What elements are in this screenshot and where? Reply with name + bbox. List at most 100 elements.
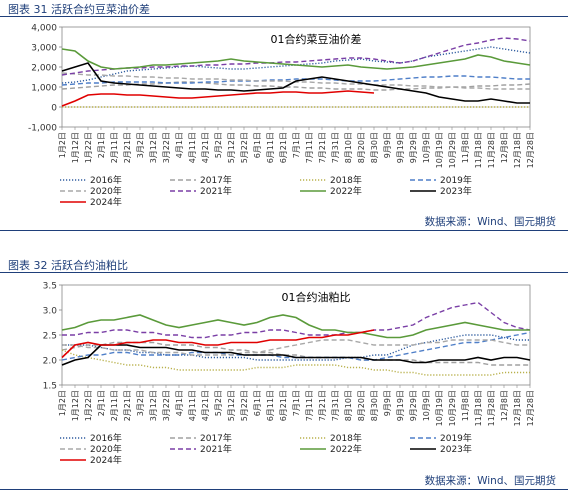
legend-label: 2019年 (440, 432, 472, 444)
x-tick-label: 5月2日 (214, 132, 223, 158)
x-tick-label: 12月28日 (526, 390, 535, 426)
figure-caption-2: 图表 32 活跃合约油粕比 (8, 259, 128, 272)
y-tick-label: 1.5 (43, 382, 57, 392)
x-tick-label: 10月9日 (422, 390, 431, 421)
x-tick-label: 4月1日 (175, 132, 184, 158)
x-tick-label: 11月8日 (461, 390, 470, 421)
x-tick-label: 12月28日 (526, 132, 535, 168)
figure-caption-1: 图表 31 活跃合约豆菜油价差 (8, 3, 150, 16)
legend-label: 2022年 (330, 443, 362, 455)
series-line (61, 75, 530, 86)
y-tick-label: 2.5 (43, 332, 57, 342)
x-tick-label: 12月18日 (513, 390, 522, 426)
section-divider-1 (0, 230, 568, 231)
legend-label: 2018年 (330, 174, 362, 186)
y-tick-label: 2.0 (43, 357, 58, 367)
x-tick-label: 9月29日 (409, 132, 418, 163)
x-tick-label: 2月1日 (97, 132, 106, 158)
x-tick-label: 6月11日 (266, 390, 275, 421)
legend-label: 2018年 (330, 432, 362, 444)
x-tick-label: 12月18日 (513, 132, 522, 168)
x-tick-label: 8月30日 (370, 390, 379, 421)
x-tick-label: 11月8日 (461, 132, 470, 163)
x-tick-label: 7月11日 (305, 390, 314, 421)
series-line (61, 46, 531, 84)
x-tick-label: 6月1日 (253, 132, 262, 158)
x-tick-label: 2月11日 (110, 390, 119, 421)
legend-label: 2016年 (90, 432, 122, 444)
x-tick-label: 1月12日 (71, 390, 80, 421)
section-divider-2 (0, 489, 568, 490)
x-tick-label: 10月29日 (448, 132, 457, 168)
x-tick-label: 2月1日 (97, 390, 106, 416)
x-tick-label: 1月12日 (71, 132, 80, 163)
legend-label: 2021年 (200, 443, 232, 455)
series-line (61, 48, 531, 70)
x-tick-label: 8月30日 (370, 132, 379, 163)
y-tick-label: -1,000 (28, 124, 57, 134)
y-tick-label: 2,000 (31, 64, 57, 74)
series-line (61, 90, 375, 107)
legend-label: 2017年 (200, 432, 232, 444)
y-tick-label: 3.5 (43, 282, 57, 292)
x-tick-label: 7月1日 (292, 390, 301, 416)
x-tick-label: 5月2日 (214, 390, 223, 416)
data-source-1: 数据来源：Wind、国元期货 (424, 216, 556, 228)
legend-label: 2024年 (90, 454, 122, 466)
x-tick-label: 11月18日 (474, 390, 483, 426)
series-line (61, 62, 530, 104)
x-tick-label: 8月20日 (357, 132, 366, 163)
legend-label: 2019年 (440, 174, 472, 186)
chart-spread: -1,000 0 1,000 2,000 3,000 4,000 1月2日 1月12日 1月22… (28, 24, 535, 209)
series-line (61, 329, 375, 359)
x-tick-label: 4月11日 (188, 132, 197, 163)
legend-label: 2021年 (200, 185, 232, 197)
x-tick-label: 5月22日 (240, 390, 249, 421)
legend-label: 2016年 (90, 174, 122, 186)
x-tick-label: 5月22日 (240, 132, 249, 163)
x-tick-label: 12月8日 (500, 132, 509, 163)
x-tick-label: 11月18日 (474, 132, 483, 168)
x-tick-label: 4月21日 (201, 132, 210, 163)
series-line (61, 344, 531, 366)
y-tick-label: 3,000 (31, 44, 57, 54)
x-tick-label: 9月9日 (383, 390, 392, 416)
x-tick-label: 7月31日 (331, 132, 340, 163)
legend-label: 2023年 (440, 185, 472, 197)
legend-label: 2020年 (90, 185, 122, 197)
x-tick-label: 8月10日 (344, 132, 353, 163)
section-header-1: 图表 31 活跃合约豆菜油价差 (0, 0, 568, 17)
x-tick-label: 11月28日 (487, 132, 496, 168)
x-tick-label: 3月12日 (149, 132, 158, 163)
x-tick-label: 9月19日 (396, 132, 405, 163)
x-tick-label: 2月21日 (123, 132, 132, 163)
x-tick-label: 2月11日 (110, 132, 119, 163)
series-line (61, 81, 531, 91)
x-tick-label: 10月19日 (435, 132, 444, 168)
x-tick-label: 7月31日 (331, 390, 340, 421)
x-tick-label: 1月22日 (84, 390, 93, 421)
x-tick-label: 10月29日 (448, 390, 457, 426)
legend-label: 2022年 (330, 185, 362, 197)
x-tick-label: 3月2日 (136, 132, 145, 158)
x-tick-label: 11月28日 (487, 390, 496, 426)
x-tick-label: 6月21日 (279, 390, 288, 421)
x-tick-label: 3月22日 (162, 132, 171, 163)
series-line (61, 37, 531, 76)
x-tick-label: 2月21日 (123, 390, 132, 421)
series-line (62, 339, 530, 356)
x-tick-label: 10月9日 (422, 132, 431, 163)
chart-title: 01合约油粕比 (282, 290, 351, 304)
y-tick-label: 0 (51, 104, 57, 114)
x-tick-label: 9月19日 (396, 390, 405, 421)
x-tick-label: 9月29日 (409, 390, 418, 421)
x-tick-label: 3月2日 (136, 390, 145, 416)
x-tick-label: 7月1日 (292, 132, 301, 158)
x-tick-label: 3月12日 (149, 390, 158, 421)
x-tick-label: 1月2日 (58, 132, 67, 158)
legend-label: 2020年 (90, 443, 122, 455)
data-source-2: 数据来源：Wind、国元期货 (424, 475, 556, 487)
x-tick-label: 8月10日 (344, 390, 353, 421)
x-tick-label: 9月9日 (383, 132, 392, 158)
y-tick-label: 1,000 (31, 84, 57, 94)
